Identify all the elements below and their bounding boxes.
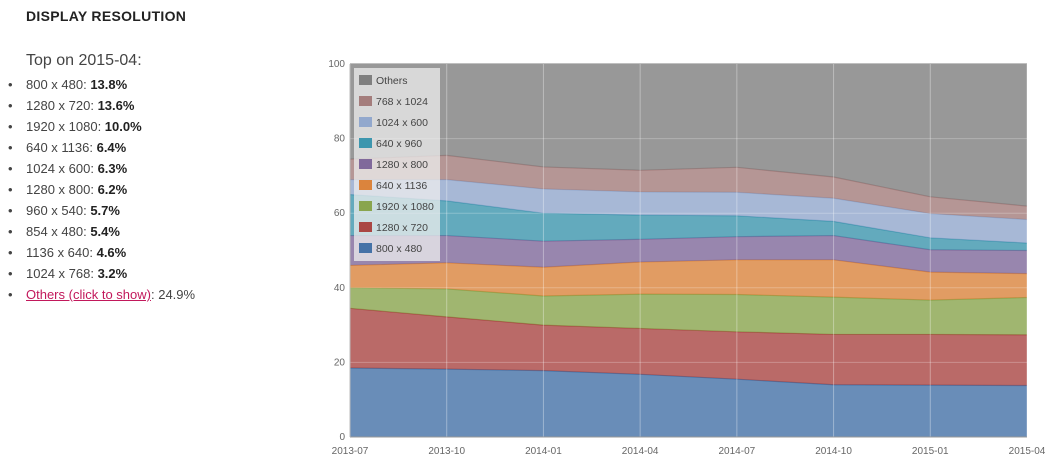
item-value: 5.4%: [90, 224, 120, 239]
legend-label: 1280 x 800: [376, 159, 428, 171]
legend-swatch: [359, 75, 372, 85]
list-item: 1920 x 1080: 10.0%: [8, 116, 195, 137]
item-value: 5.7%: [90, 203, 120, 218]
item-label: 854 x 480:: [26, 224, 91, 239]
item-label: 800 x 480:: [26, 77, 91, 92]
y-tick-label: 80: [334, 134, 346, 145]
item-value: 6.3%: [97, 161, 128, 176]
legend-swatch: [359, 180, 372, 190]
x-tick-label: 2013-07: [332, 446, 369, 457]
area-1024x600: [350, 179, 1027, 244]
x-tick-label: 2015-04: [1009, 446, 1046, 457]
item-value: 6.4%: [96, 140, 127, 155]
item-label: 1280 x 720:: [26, 98, 98, 113]
area-1280x720: [350, 308, 1027, 386]
y-tick-label: 40: [334, 283, 346, 294]
legend-swatch: [359, 138, 372, 148]
item-value: 10.0%: [104, 119, 142, 134]
item-label: 1024 x 768:: [26, 266, 98, 281]
others-value: : 24.9%: [150, 287, 196, 302]
x-tick-label: 2014-04: [622, 446, 659, 457]
area-1280x800: [350, 235, 1027, 274]
item-value: 13.8%: [90, 77, 128, 92]
legend-label: 640 x 1136: [376, 180, 427, 192]
area-640x960: [350, 194, 1027, 251]
legend-label: Others: [376, 75, 408, 87]
legend-label: 1024 x 600: [376, 117, 428, 129]
item-value: 13.6%: [97, 98, 135, 113]
x-tick-label: 2013-10: [428, 446, 465, 457]
legend-swatch: [359, 117, 372, 127]
y-tick-label: 60: [334, 208, 346, 219]
x-tick-label: 2014-07: [719, 446, 756, 457]
list-item: 640 x 1136: 6.4%: [8, 137, 195, 158]
area-others: [350, 64, 1027, 207]
x-tick-label: 2014-10: [815, 446, 852, 457]
item-label: 1024 x 600:: [26, 161, 98, 176]
area-768x1024: [350, 155, 1027, 220]
top-heading: Top on 2015-04:: [26, 52, 142, 69]
page-title: DISPLAY RESOLUTION: [26, 8, 187, 24]
item-value: 4.6%: [96, 245, 127, 260]
list-item: 1280 x 800: 6.2%: [8, 179, 195, 200]
list-item-others: Others (click to show): 24.9%: [8, 284, 196, 305]
item-label: 1920 x 1080:: [26, 119, 105, 134]
x-tick-label: 2014-01: [525, 446, 562, 457]
item-value: 6.2%: [97, 182, 128, 197]
legend-swatch: [359, 222, 372, 232]
y-tick-label: 0: [339, 432, 345, 443]
list-item: 1136 x 640: 4.6%: [8, 242, 195, 263]
y-tick-label: 20: [334, 357, 346, 368]
legend-swatch: [359, 159, 372, 169]
legend-label: 768 x 1024: [376, 96, 428, 108]
others-show-link[interactable]: Others (click to show): [26, 287, 151, 302]
legend-label: 640 x 960: [376, 138, 422, 150]
y-tick-label: 100: [328, 59, 345, 70]
list-item: 1024 x 600: 6.3%: [8, 158, 195, 179]
legend-swatch: [359, 96, 372, 106]
list-item: 854 x 480: 5.4%: [8, 221, 195, 242]
list-item: 800 x 480: 13.8%: [8, 74, 195, 95]
area-640x1136: [350, 259, 1027, 301]
top-resolutions-list: 800 x 480: 13.8% 1280 x 720: 13.6% 1920 …: [8, 74, 196, 305]
list-item: 1024 x 768: 3.2%: [8, 263, 195, 284]
list-item: 960 x 540: 5.7%: [8, 200, 195, 221]
list-item: 1280 x 720: 13.6%: [8, 95, 195, 116]
x-tick-label: 2015-01: [912, 446, 949, 457]
item-label: 1136 x 640:: [26, 245, 97, 260]
item-label: 960 x 540:: [26, 203, 91, 218]
legend-swatch: [359, 243, 372, 253]
item-value: 3.2%: [97, 266, 128, 281]
legend-label: 1920 x 1080: [376, 201, 434, 213]
area-1920x1080: [350, 287, 1027, 335]
legend-label: 800 x 480: [376, 243, 422, 255]
item-label: 1280 x 800:: [26, 182, 98, 197]
legend-label: 1280 x 720: [376, 222, 428, 234]
item-label: 640 x 1136:: [26, 140, 97, 155]
legend-swatch: [359, 201, 372, 211]
